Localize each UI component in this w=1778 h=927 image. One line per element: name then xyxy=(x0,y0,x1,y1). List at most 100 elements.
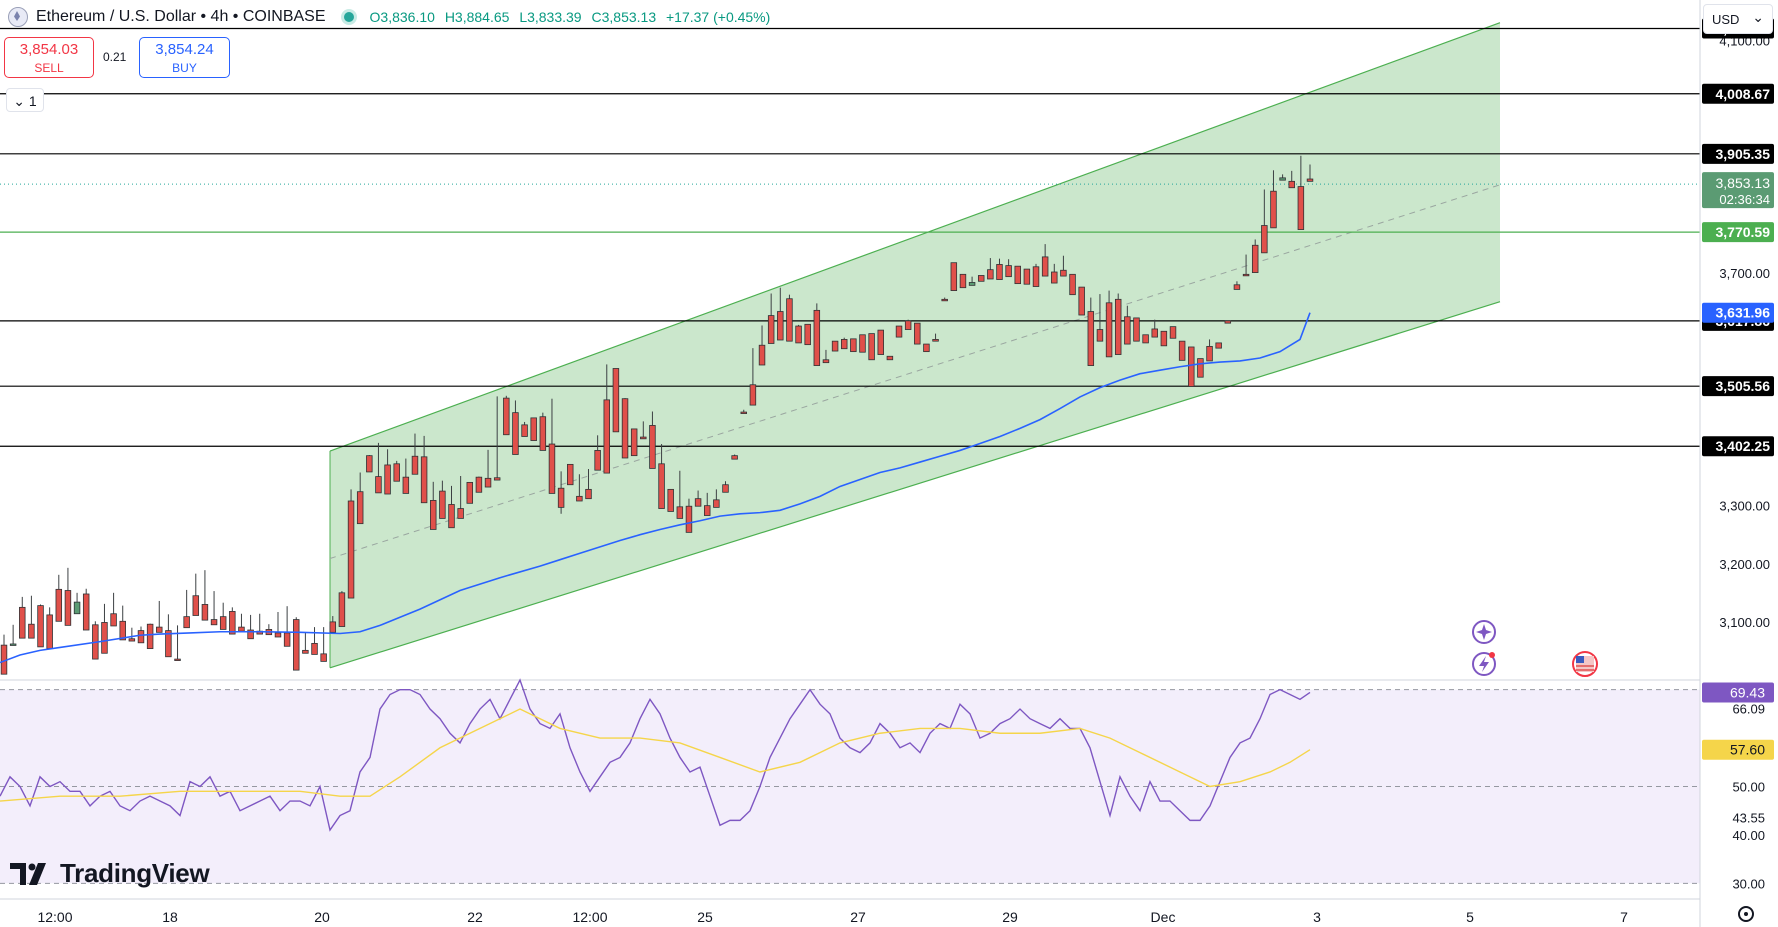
candle xyxy=(612,368,620,433)
candle xyxy=(1069,273,1076,296)
sell-price: 3,854.03 xyxy=(19,41,79,58)
candle xyxy=(512,400,519,455)
lightning-icon-bolt xyxy=(1479,656,1489,672)
candle-body xyxy=(1151,328,1158,338)
candle-body xyxy=(594,450,601,471)
candle xyxy=(977,275,985,282)
candle xyxy=(758,325,766,366)
candle-body xyxy=(293,619,300,671)
price-tick-label: 3,300.00 xyxy=(1719,499,1770,514)
candle-body xyxy=(1032,266,1040,287)
candle xyxy=(1087,297,1095,366)
candle-body xyxy=(1261,225,1268,254)
candle xyxy=(420,435,428,504)
candle-body xyxy=(722,484,729,493)
moving-average-line xyxy=(0,312,1311,664)
candle xyxy=(466,481,474,504)
candle-body xyxy=(1297,186,1305,230)
candle-body xyxy=(1206,345,1213,362)
candle-body xyxy=(448,504,455,529)
candle xyxy=(375,442,382,494)
candle-body xyxy=(758,344,766,366)
candle-body xyxy=(1169,326,1177,339)
candle xyxy=(366,455,373,473)
candle-body xyxy=(621,398,629,459)
flag-icon-canton xyxy=(1576,656,1584,663)
candle-body xyxy=(1224,320,1232,324)
rsi-lines xyxy=(0,678,1311,832)
candle xyxy=(585,469,592,500)
candle-body xyxy=(886,355,894,361)
candle-body xyxy=(941,298,948,302)
symbol-title[interactable]: Ethereum / U.S. Dollar • 4h • COINBASE xyxy=(36,8,326,25)
rsi-panel xyxy=(0,679,1700,884)
candle-body xyxy=(156,626,163,633)
candle xyxy=(156,600,163,633)
candle xyxy=(640,421,647,440)
candle xyxy=(1215,342,1222,349)
candle xyxy=(1178,340,1186,361)
candle xyxy=(1279,174,1286,181)
level-price-label-bg xyxy=(1702,143,1774,164)
candle-body xyxy=(1124,316,1131,345)
candle-body xyxy=(996,264,1003,280)
candle xyxy=(685,498,693,533)
candle-body xyxy=(210,619,218,626)
candle xyxy=(110,592,117,627)
candle-body xyxy=(694,498,702,507)
candle-body xyxy=(329,621,337,633)
candle xyxy=(822,349,830,364)
sell-button[interactable]: 3,854.03 SELL xyxy=(4,37,94,78)
currency-selector[interactable]: USD xyxy=(1703,2,1773,34)
candle xyxy=(831,340,839,352)
candle xyxy=(621,398,629,459)
countdown-label: 02:36:34 xyxy=(1719,192,1770,207)
candle-body xyxy=(283,632,291,647)
chart-icons xyxy=(1472,620,1598,677)
time-tick-label: 20 xyxy=(314,909,330,925)
time-axis: 12:00 18 20 22 12:00 25 27 29 Dec 3 5 7 xyxy=(0,898,1700,925)
candle-body xyxy=(320,653,327,662)
level-price-label: 4,008.67 xyxy=(1716,86,1771,102)
candle-body xyxy=(119,620,126,641)
candle-body xyxy=(1306,178,1314,182)
level-price-label-bg xyxy=(1702,436,1774,457)
candle xyxy=(1251,239,1259,273)
candle-body xyxy=(1242,273,1250,277)
candle xyxy=(1169,326,1177,339)
candle-body xyxy=(366,455,373,473)
candle xyxy=(1197,358,1204,378)
candle xyxy=(713,489,720,508)
candle xyxy=(850,338,857,353)
tradingview-mark-icon xyxy=(10,862,46,885)
candle xyxy=(767,293,775,344)
candle-body xyxy=(430,500,437,530)
candle xyxy=(786,294,793,342)
candle xyxy=(658,444,665,509)
candle-body xyxy=(640,436,647,440)
rsi-tick-label: 30.00 xyxy=(1732,876,1765,891)
candle-body xyxy=(968,282,976,286)
candle xyxy=(987,258,994,280)
candle-body xyxy=(338,592,346,627)
candle xyxy=(676,470,684,519)
candle-body xyxy=(557,487,565,508)
candle xyxy=(740,409,747,414)
buy-button[interactable]: 3,854.24 BUY xyxy=(139,37,230,78)
candle-body xyxy=(1096,329,1104,342)
settings-gear-icon[interactable] xyxy=(1738,906,1754,922)
candle-body xyxy=(28,623,35,639)
candle xyxy=(64,567,72,626)
tradingview-logo[interactable]: TradingView xyxy=(10,858,210,889)
time-tick-label: 12:00 xyxy=(37,909,72,925)
collapse-indicators-button[interactable]: ⌄ 1 xyxy=(6,88,44,112)
candle xyxy=(1051,263,1058,284)
level-price-label-bg xyxy=(1702,83,1774,104)
candle xyxy=(923,343,930,353)
candle-body xyxy=(539,416,547,451)
candle-body xyxy=(302,649,309,654)
candle-body xyxy=(1051,271,1058,284)
candle xyxy=(1288,170,1295,189)
current-price-tag-bg xyxy=(1702,172,1774,209)
